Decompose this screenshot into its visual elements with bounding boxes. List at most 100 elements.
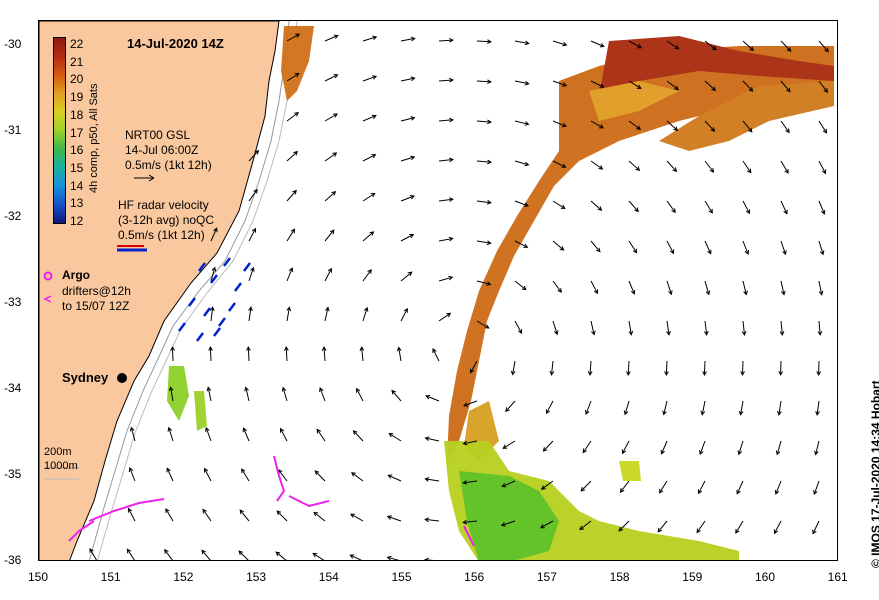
gsl-arrow [704,40,717,51]
hf-arrow [178,322,186,332]
gsl-arrow-head [561,163,567,168]
gsl-arrow [476,320,489,329]
gsl-arrow-head [486,199,492,205]
gsl-arrow-head [486,281,492,286]
gsl-arrow [552,240,564,251]
gsl-arrow [775,480,782,495]
gsl-arrow-head [254,149,260,155]
colorbar-tick-label: 12 [70,214,84,228]
gsl-arrow [582,440,592,453]
gsl-arrow-head [560,204,566,209]
hf-legend-line1: HF radar velocity [118,198,209,212]
gsl-arrow [735,520,744,534]
drifters-label-line2: to 15/07 12Z [62,299,130,313]
gsl-arrow-head [386,555,392,560]
gsl-arrow [740,400,744,415]
gsl-arrow [590,280,598,294]
gsl-arrow-head [284,346,289,351]
x-tick-label: 153 [246,570,267,584]
city-label-sydney: Sydney [62,370,109,385]
gsl-arrow-head [773,529,779,535]
gsl-arrow-head [813,490,818,496]
y-tick-label: -35 [4,467,22,481]
gsl-arrow-head [598,165,604,170]
gsl-arrow-head [356,387,361,393]
gsl-arrow-head [487,39,492,44]
gsl-arrow-head [165,508,170,514]
gsl-arrow-head [127,507,133,513]
gsl-arrow-head [294,111,300,117]
hf-arrow [223,257,231,267]
gsl-arrow [514,160,529,166]
hf-radar-arrows [178,257,251,342]
gsl-arrow [628,200,639,212]
gsl-arrow [248,150,259,162]
y-tick-label: -32 [4,209,22,223]
gsl-arrow [425,518,440,522]
gsl-arrow-head [201,549,206,555]
gsl-arrow-head [619,488,625,493]
gsl-arrow [780,240,786,255]
gsl-arrow [239,509,250,522]
gsl-arrow [666,80,679,90]
gsl-arrow-head [748,87,754,92]
gsl-arrow-head [540,485,546,490]
gsl-arrow [666,240,674,254]
gsl-arrow-head [711,45,717,51]
hf-arrow [198,262,206,272]
gsl-arrow-head [209,306,215,312]
gsl-arrow-head [782,250,787,256]
gsl-arrow [362,193,375,202]
gsl-arrow-head [314,470,320,476]
gsl-arrow-head [510,370,516,376]
gsl-arrow-head [636,125,642,130]
gsl-arrow [323,347,326,362]
argo-marker [43,271,53,281]
gsl-arrow-head [524,161,530,167]
gsl-arrow-head [369,231,375,236]
drifter-legend-marker [43,295,52,303]
x-tick-label: 159 [682,570,703,584]
gsl-arrow-head [275,551,281,557]
gsl-arrow [387,516,402,522]
gsl-arrow-head [745,209,751,215]
gsl-arrow-head [747,127,753,133]
gsl-arrow-head [253,188,258,194]
gsl-arrow [815,440,820,455]
gsl-arrow [505,400,516,412]
gsl-arrow [388,474,402,482]
gsl-arrow-head [387,474,393,479]
gsl-arrow [353,430,364,442]
gsl-arrow-head [632,248,638,254]
gsl-arrow-head [517,329,522,335]
gsl-arrow-head [549,370,555,376]
colorbar-tick-label: 14 [70,178,84,193]
gsl-arrow [585,400,592,415]
gsl-arrow-head [505,407,510,413]
gsl-arrow [312,553,325,560]
gsl-arrow-head [817,331,823,336]
gsl-arrow [514,240,528,248]
gsl-arrow [590,240,601,253]
gsl-arrow-head [244,386,249,392]
gsl-arrow-head [251,227,256,233]
gsl-arrow-head [674,85,679,91]
gsl-arrow-head [410,155,416,161]
gsl-arrow [166,468,174,482]
hf-arrow [196,332,204,342]
gsl-arrow-head [372,35,378,41]
hf-arrow [203,307,211,317]
gsl-arrow-head [671,208,676,214]
gsl-arrow [425,478,440,482]
gsl-arrow-head [749,46,755,52]
x-tick-label: 157 [536,570,557,584]
gsl-arrow-head [410,76,416,82]
gsl-arrow [324,35,338,42]
gsl-arrow-head [486,240,492,246]
map-title: 14-Jul-2020 14Z [127,36,224,51]
gsl-arrow [170,387,174,402]
gsl-arrow [590,80,604,88]
gsl-arrow-head [814,450,819,456]
map-frame[interactable] [38,20,838,561]
gsl-arrow [172,347,174,362]
